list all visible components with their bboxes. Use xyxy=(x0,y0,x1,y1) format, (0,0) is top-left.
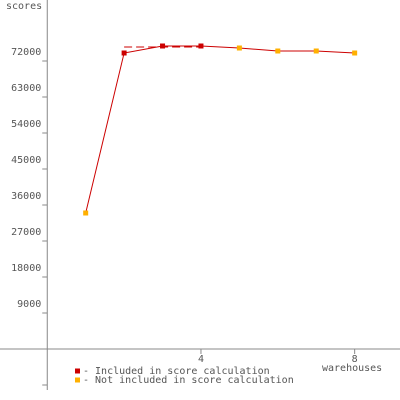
x-axis-label: warehouses xyxy=(322,363,382,374)
x-tick-label: 8 xyxy=(352,354,358,365)
y-tick-label: 18000 xyxy=(11,263,41,274)
data-line xyxy=(85,45,355,214)
data-point xyxy=(275,48,281,54)
y-tick-label: 36000 xyxy=(11,191,41,202)
data-point xyxy=(352,50,358,56)
y-tick-label: 63000 xyxy=(11,83,41,94)
legend-swatch xyxy=(75,368,80,374)
legend-swatch xyxy=(75,377,80,383)
data-point xyxy=(198,43,204,49)
y-tick-label: 72000 xyxy=(11,47,41,58)
data-point xyxy=(313,48,319,54)
legend-label: - Included in score calculation xyxy=(83,366,270,377)
y-tick-label: 45000 xyxy=(11,155,41,166)
y-tick-label: 27000 xyxy=(11,227,41,238)
y-axis-label: scores xyxy=(6,1,42,12)
data-point xyxy=(121,50,127,56)
legend-label: - Not included in score calculation xyxy=(83,375,294,386)
data-point xyxy=(236,45,242,51)
data-point xyxy=(83,210,89,216)
y-tick-label: 9000 xyxy=(17,299,41,310)
y-tick-label: 54000 xyxy=(11,119,41,130)
x-tick-label: 4 xyxy=(198,354,204,365)
data-point xyxy=(160,43,166,49)
